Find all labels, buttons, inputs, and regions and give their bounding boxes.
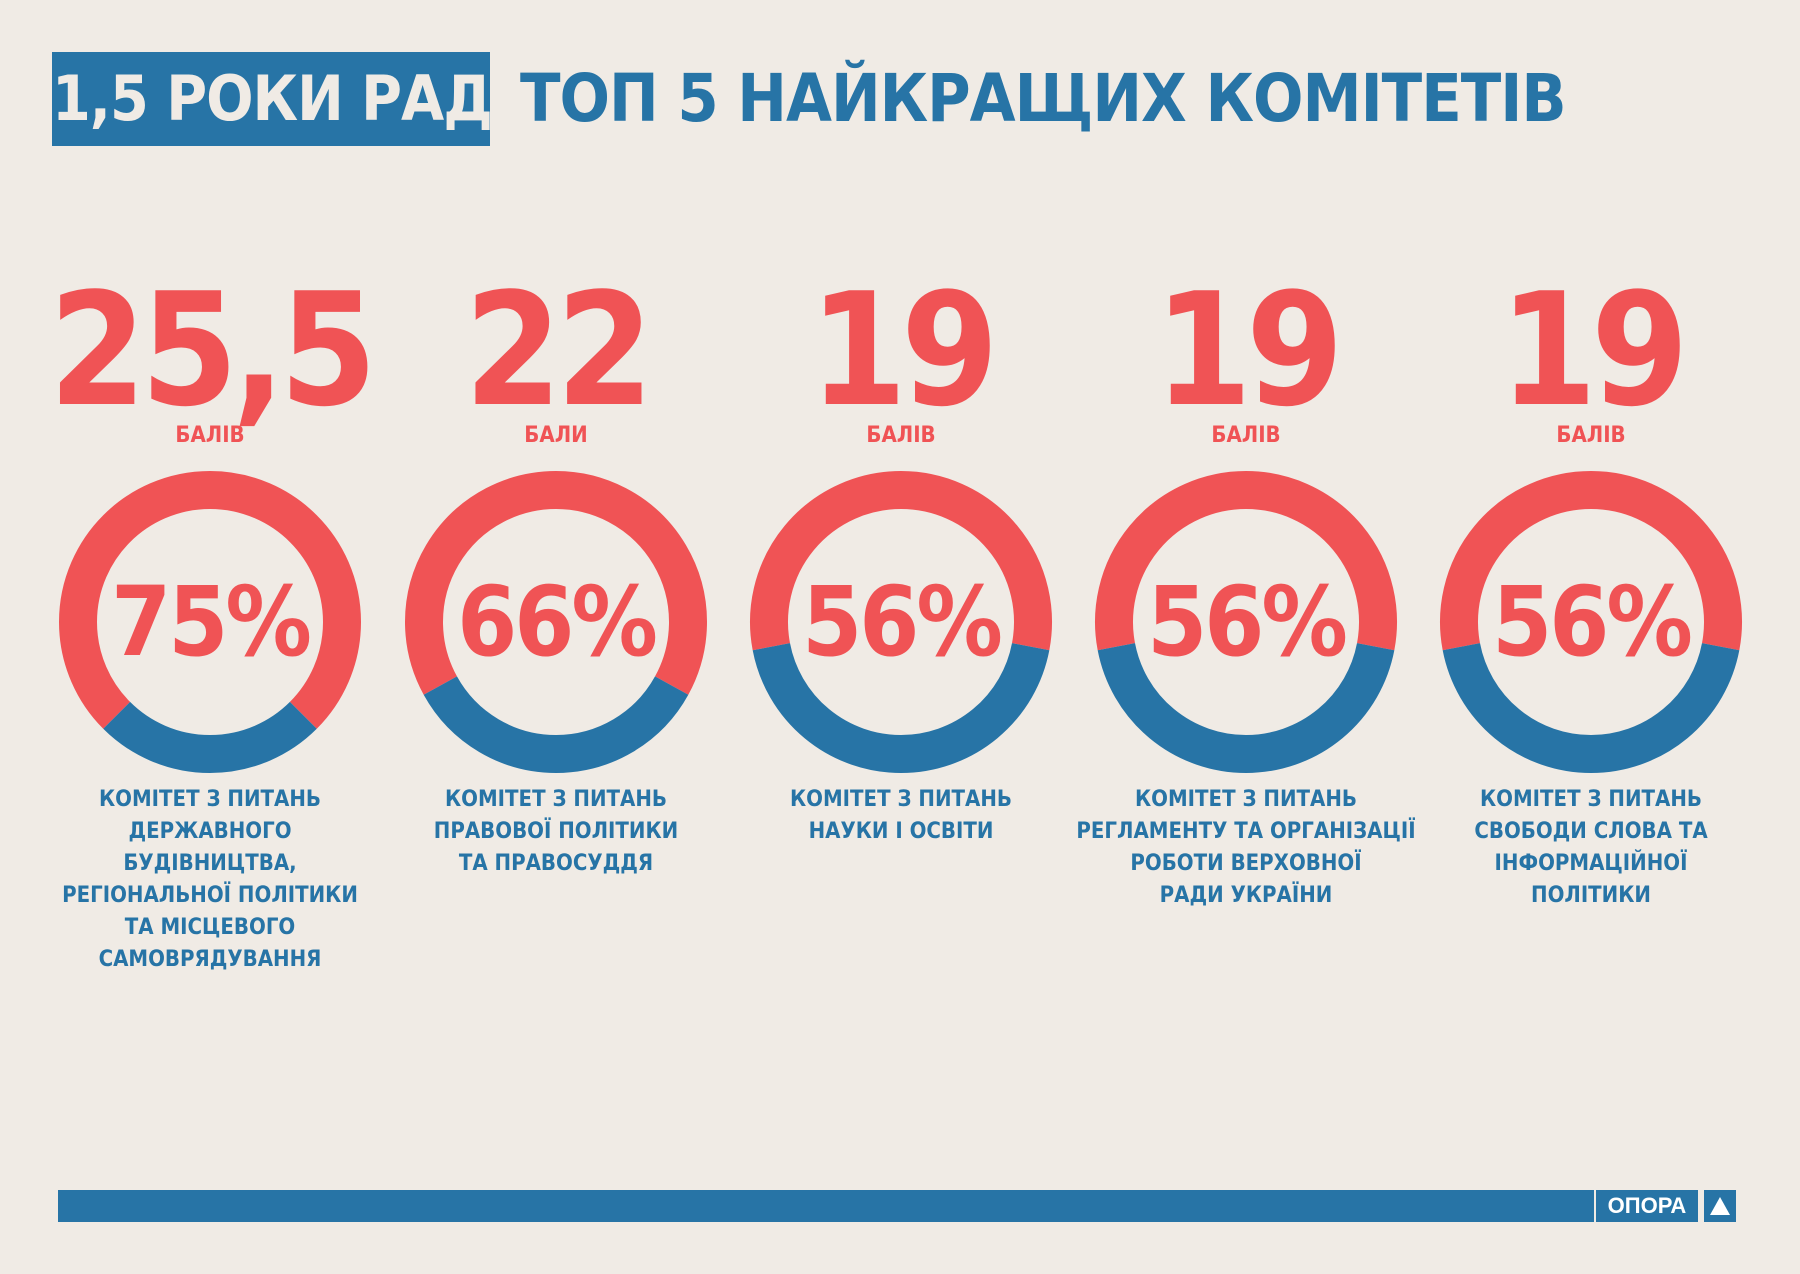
committee-card-2: 22 БАЛИ 66% КОМІТЕТ З ПИТАНЬ ПРАВОВОЇ ПО… xyxy=(386,260,726,960)
score-unit: БАЛИ xyxy=(524,423,588,448)
score-value: 22 xyxy=(464,259,653,441)
donut-segment-percent xyxy=(1440,471,1742,651)
committee-name: КОМІТЕТ З ПИТАНЬ ДЕРЖАВНОГО БУДІВНИЦТВА,… xyxy=(62,787,358,972)
percent-label: 66% xyxy=(457,566,658,678)
donut-segment-remainder xyxy=(752,642,1050,773)
score-value: 19 xyxy=(1499,259,1688,441)
score-unit: БАЛІВ xyxy=(1556,423,1626,448)
triangle-icon xyxy=(1704,1190,1736,1222)
score-value: 25,5 xyxy=(48,259,377,441)
donut-chart xyxy=(1095,471,1397,773)
score-unit: БАЛІВ xyxy=(866,423,936,448)
donut-chart xyxy=(59,471,361,773)
committee-name: КОМІТЕТ З ПИТАНЬ ПРАВОВОЇ ПОЛІТИКИ ТА ПР… xyxy=(433,787,679,876)
committee-card-3: 19 БАЛІВ 56% КОМІТЕТ З ПИТАНЬ НАУКИ І ОС… xyxy=(731,260,1071,960)
committee-name: КОМІТЕТ З ПИТАНЬ СВОБОДИ СЛОВА ТА ІНФОРМ… xyxy=(1474,787,1708,908)
logo-text: ОПОРА xyxy=(1596,1190,1698,1222)
score-unit: БАЛІВ xyxy=(175,423,245,448)
donut-segment-percent xyxy=(59,471,361,729)
footer-bar xyxy=(58,1190,1594,1222)
donut-segment-remainder xyxy=(423,676,689,773)
donut-segment-remainder xyxy=(103,701,317,773)
donut-segment-percent xyxy=(405,471,707,695)
committee-name: КОМІТЕТ З ПИТАНЬ РЕГЛАМЕНТУ ТА ОРГАНІЗАЦ… xyxy=(1076,787,1416,908)
donut-chart xyxy=(405,471,707,773)
percent-label: 56% xyxy=(1147,566,1348,678)
page-title: ТОП 5 НАЙКРАЩИХ КОМІТЕТІВ xyxy=(520,60,1567,137)
donut-segment-percent xyxy=(750,471,1052,651)
score-value: 19 xyxy=(809,259,998,441)
donut-chart xyxy=(750,471,1052,773)
score-value: 19 xyxy=(1154,259,1343,441)
header-badge: 1,5 РОКИ РАДИ xyxy=(52,52,539,146)
donut-segment-percent xyxy=(1095,471,1397,651)
score-unit: БАЛІВ xyxy=(1211,423,1281,448)
committee-card-5: 19 БАЛІВ 56% КОМІТЕТ З ПИТАНЬ СВОБОДИ СЛ… xyxy=(1421,260,1761,960)
committee-name: КОМІТЕТ З ПИТАНЬ НАУКИ І ОСВІТИ xyxy=(789,787,1013,844)
opora-logo: ОПОРА xyxy=(1594,1190,1738,1222)
donut-segment-remainder xyxy=(1442,642,1740,773)
donut-segment-remainder xyxy=(1097,642,1395,773)
percent-label: 75% xyxy=(111,566,312,678)
percent-label: 56% xyxy=(1492,566,1693,678)
committee-card-4: 19 БАЛІВ 56% КОМІТЕТ З ПИТАНЬ РЕГЛАМЕНТУ… xyxy=(1076,260,1416,960)
percent-label: 56% xyxy=(802,566,1003,678)
donut-chart xyxy=(1440,471,1742,773)
committee-card-1: 25,5 БАЛІВ 75% КОМІТЕТ З ПИТАНЬ ДЕРЖАВНО… xyxy=(40,259,380,972)
